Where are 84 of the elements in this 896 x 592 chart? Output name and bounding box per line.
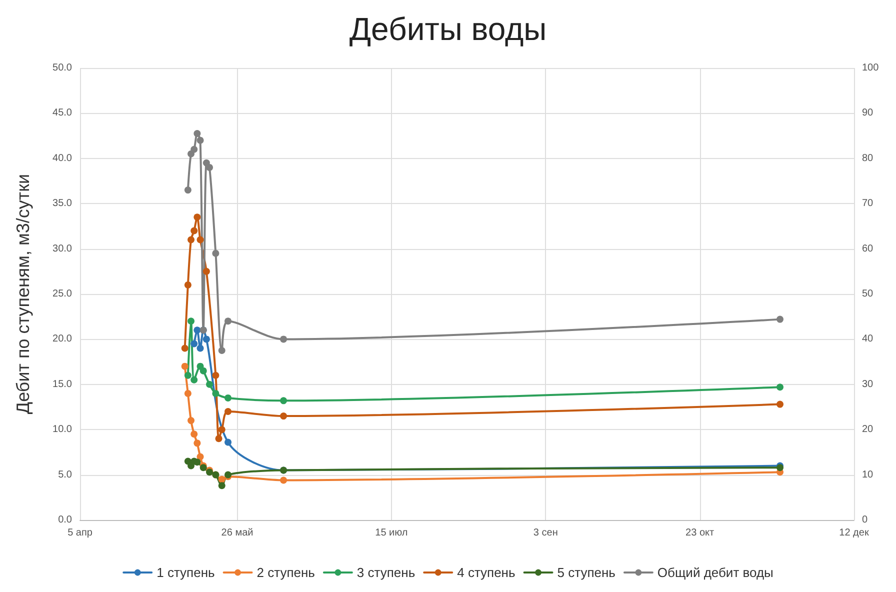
y-tick-label: 30.0 xyxy=(52,243,72,254)
point xyxy=(280,397,288,404)
point xyxy=(218,426,226,434)
point xyxy=(776,400,784,408)
point xyxy=(224,408,232,416)
point xyxy=(181,362,188,370)
point xyxy=(206,164,214,171)
point xyxy=(190,430,198,438)
x-tick-label: 12 дек xyxy=(839,528,870,538)
point xyxy=(224,438,232,446)
legend-label: 4 ступень xyxy=(457,565,516,580)
point xyxy=(190,376,198,384)
y2-tick-label: 40 xyxy=(862,334,874,345)
y-tick-label: 10.0 xyxy=(52,424,72,436)
y-tick-label: 20.0 xyxy=(52,334,72,345)
y-tick-label: 40.0 xyxy=(52,152,72,164)
legend-label: 3 ступень xyxy=(356,565,416,580)
legend-label: 5 ступень xyxy=(557,565,616,580)
y-tick-label: 25.0 xyxy=(52,288,72,300)
point xyxy=(188,236,195,244)
y-tick-label: 45.0 xyxy=(52,108,72,119)
point xyxy=(188,318,195,325)
point xyxy=(184,372,192,379)
point xyxy=(194,458,201,466)
point xyxy=(184,390,192,397)
point xyxy=(212,390,220,397)
chart-title: Дебиты воды xyxy=(349,11,547,47)
legend-label: 2 ступень xyxy=(256,565,316,580)
y2-tick-label: 50 xyxy=(862,288,874,300)
point xyxy=(202,268,210,275)
legend-label: 1 ступень xyxy=(156,565,215,580)
point xyxy=(196,344,204,352)
point xyxy=(196,453,204,460)
point xyxy=(280,412,288,420)
point xyxy=(194,326,201,334)
point xyxy=(196,236,204,244)
point xyxy=(194,440,201,447)
legend-label: Общий дебит воды xyxy=(657,565,774,580)
point xyxy=(181,344,188,352)
point xyxy=(196,136,204,144)
y2-tick-label: 20 xyxy=(862,424,874,436)
point xyxy=(190,340,198,348)
point xyxy=(776,316,784,323)
point xyxy=(224,318,232,325)
y2-tick-label: 0 xyxy=(862,514,868,526)
point xyxy=(280,336,288,343)
x-tick-label: 5 апр xyxy=(68,528,93,538)
y-axis-title: Дебит по ступеням, м3/сутки xyxy=(13,174,33,414)
point xyxy=(280,476,288,484)
point xyxy=(184,281,192,288)
point xyxy=(218,347,226,354)
point xyxy=(218,482,226,490)
y2-tick-label: 10 xyxy=(862,469,874,480)
point xyxy=(188,462,195,470)
y2-tick-label: 90 xyxy=(862,108,874,119)
x-tick-label: 23 окт xyxy=(686,528,714,538)
x-tick-label: 15 июл xyxy=(375,528,408,538)
point xyxy=(194,130,201,138)
point xyxy=(215,435,222,442)
y2-tick-label: 100 xyxy=(862,62,880,74)
point xyxy=(224,394,232,402)
y-tick-label: 35.0 xyxy=(52,198,72,210)
point xyxy=(776,384,784,391)
point xyxy=(202,336,210,343)
x-tick-label: 3 сен xyxy=(533,528,558,538)
y2-tick-label: 30 xyxy=(862,378,874,390)
y2-tick-label: 60 xyxy=(862,243,874,254)
y-tick-label: 15.0 xyxy=(52,378,72,390)
point xyxy=(194,214,201,221)
point xyxy=(206,380,214,388)
y-tick-label: 5.0 xyxy=(58,469,72,480)
x-tick-label: 26 май xyxy=(221,528,254,538)
point xyxy=(188,417,195,424)
point xyxy=(190,146,198,153)
y2-tick-label: 70 xyxy=(862,198,874,210)
point xyxy=(212,372,220,379)
point xyxy=(184,186,192,194)
point xyxy=(212,250,220,257)
point xyxy=(218,476,226,483)
y-tick-label: 0.0 xyxy=(58,514,72,526)
y-tick-label: 50.0 xyxy=(52,62,72,74)
point xyxy=(200,367,207,374)
y2-tick-label: 80 xyxy=(862,152,874,164)
point xyxy=(190,227,198,234)
